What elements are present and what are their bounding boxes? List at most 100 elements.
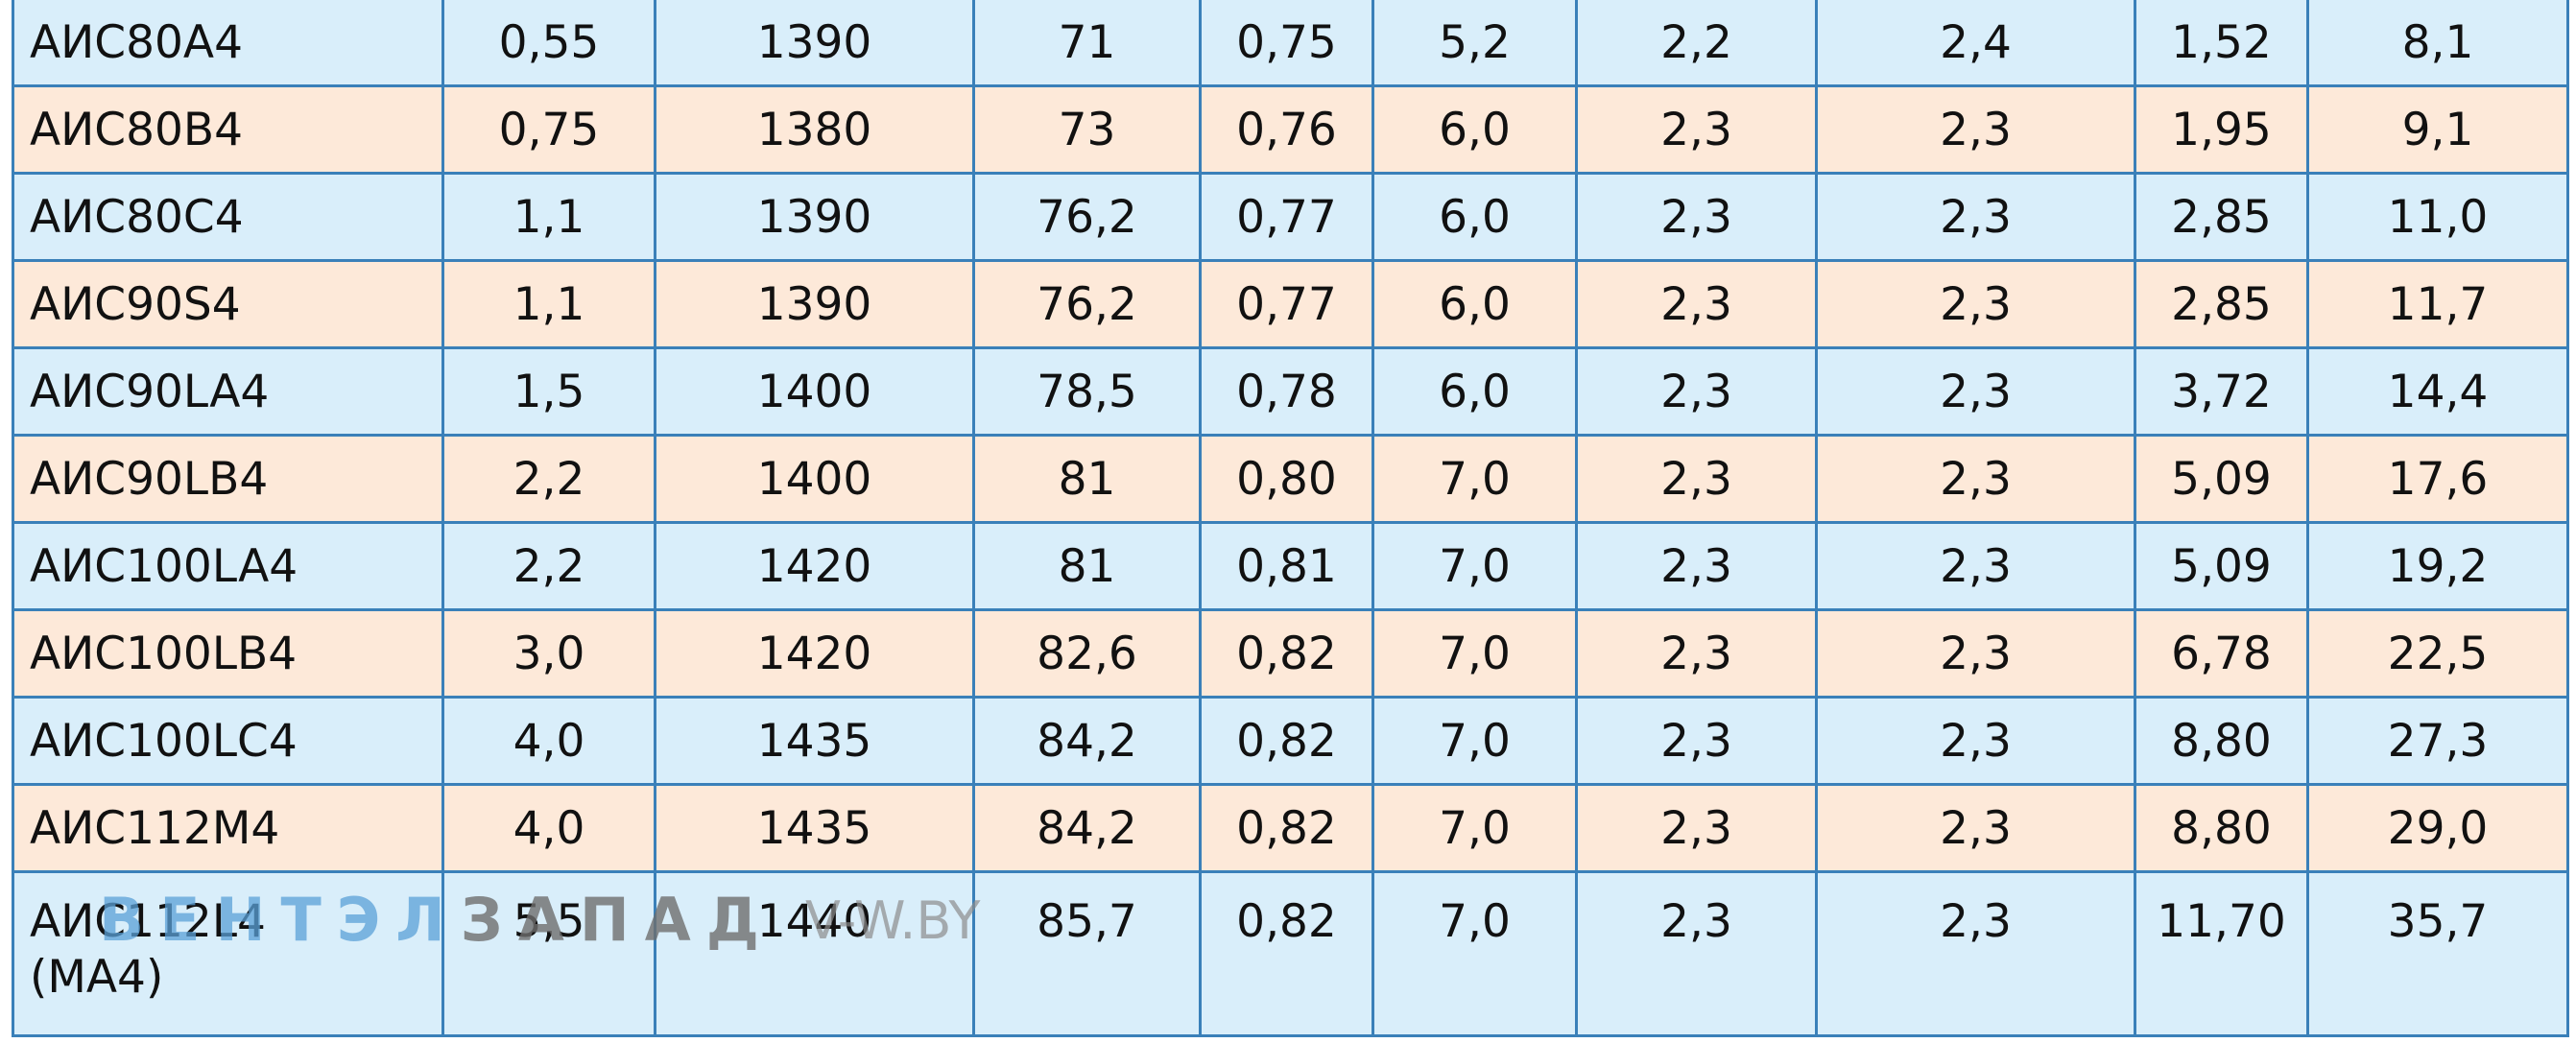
watermark-brand: ЗАПАД bbox=[460, 885, 775, 955]
watermark: ВЕНТЭЛЗАПАД V-W.BY bbox=[99, 885, 981, 955]
table-row: АИС90LA4 1,5 1400 78,5 0,78 6,0 2,3 2,3 3,72 14,4 bbox=[12, 346, 2569, 437]
value-cell: 7,0 bbox=[1371, 783, 1578, 873]
value-cell: 78,5 bbox=[972, 346, 1202, 437]
watermark-site: V-W.BY bbox=[805, 890, 981, 951]
model-cell: АИС90LA4 bbox=[12, 346, 444, 437]
value-cell: 2,3 bbox=[1815, 172, 2136, 262]
model-cell: АИС90S4 bbox=[12, 259, 444, 349]
value-cell: 2,85 bbox=[2134, 259, 2309, 349]
value-cell: 9,1 bbox=[2306, 84, 2569, 175]
table-row: АИС100LB4 3,0 1420 82,6 0,82 7,0 2,3 2,3 6,78 22,… bbox=[12, 608, 2569, 699]
value-cell: 2,3 bbox=[1575, 783, 1818, 873]
value-cell: 19,2 bbox=[2306, 521, 2569, 611]
value-cell: 2,3 bbox=[1815, 434, 2136, 524]
value-cell: 29,0 bbox=[2306, 783, 2569, 873]
value-cell: 0,82 bbox=[1199, 608, 1374, 699]
value-cell: 82,6 bbox=[972, 608, 1202, 699]
value-cell: 17,6 bbox=[2306, 434, 2569, 524]
value-cell: 7,0 bbox=[1371, 608, 1578, 699]
value-cell: 2,3 bbox=[1815, 696, 2136, 786]
value-cell: 8,80 bbox=[2134, 696, 2309, 786]
value-cell: 6,0 bbox=[1371, 84, 1578, 175]
value-cell: 0,75 bbox=[1199, 0, 1374, 87]
value-cell: 0,76 bbox=[1199, 84, 1374, 175]
value-cell: 3,72 bbox=[2134, 346, 2309, 437]
table-row: АИС80А4 0,55 1390 71 0,75 5,2 2,2 2,4 1,52 8,1 bbox=[12, 0, 2569, 87]
value-cell: 1390 bbox=[654, 172, 975, 262]
model-cell: АИС80С4 bbox=[12, 172, 444, 262]
value-cell: 71 bbox=[972, 0, 1202, 87]
value-cell: 5,09 bbox=[2134, 521, 2309, 611]
value-cell: 2,3 bbox=[1815, 346, 2136, 437]
table-row: АИС100LA4 2,2 1420 81 0,81 7,0 2,3 2,3 5,09 19,2 bbox=[12, 521, 2569, 611]
model-cell: АИС100LC4 bbox=[12, 696, 444, 786]
data-table: АИС80А4 0,55 1390 71 0,75 5,2 2,2 2,4 1,52 8,1 АИС… bbox=[12, 0, 2569, 1037]
value-cell: 2,3 bbox=[1575, 696, 1818, 786]
value-cell: 1435 bbox=[654, 783, 975, 873]
model-cell: АИС90LB4 bbox=[12, 434, 444, 524]
value-cell: 6,0 bbox=[1371, 259, 1578, 349]
value-cell: 0,77 bbox=[1199, 172, 1374, 262]
value-cell: 0,82 bbox=[1199, 783, 1374, 873]
value-cell: 5,2 bbox=[1371, 0, 1578, 87]
value-cell: 0,82 bbox=[1199, 696, 1374, 786]
model-cell: АИС100LA4 bbox=[12, 521, 444, 611]
table-row: АИС112М4 4,0 1435 84,2 0,82 7,0 2,3 2,3 8,80 29,0 bbox=[12, 783, 2569, 873]
value-cell: 1420 bbox=[654, 608, 975, 699]
value-cell: 81 bbox=[972, 521, 1202, 611]
value-cell: 0,75 bbox=[441, 84, 656, 175]
value-cell: 2,85 bbox=[2134, 172, 2309, 262]
value-cell: 1440 bbox=[654, 870, 975, 1037]
value-cell: 0,82 bbox=[1199, 870, 1374, 1037]
value-cell: 7,0 bbox=[1371, 870, 1578, 1037]
value-cell: 11,70 bbox=[2134, 870, 2309, 1037]
value-cell: 2,4 bbox=[1815, 0, 2136, 87]
value-cell: 2,3 bbox=[1575, 172, 1818, 262]
value-cell: 2,3 bbox=[1575, 434, 1818, 524]
value-cell: 0,81 bbox=[1199, 521, 1374, 611]
value-cell: 2,3 bbox=[1815, 608, 2136, 699]
value-cell: 27,3 bbox=[2306, 696, 2569, 786]
value-cell: 2,3 bbox=[1575, 870, 1818, 1037]
value-cell: 2,3 bbox=[1815, 870, 2136, 1037]
value-cell: 7,0 bbox=[1371, 521, 1578, 611]
value-cell: 5,5 bbox=[441, 870, 656, 1037]
value-cell: 1,95 bbox=[2134, 84, 2309, 175]
value-cell: 2,3 bbox=[1815, 783, 2136, 873]
value-cell: 6,0 bbox=[1371, 346, 1578, 437]
value-cell: 2,2 bbox=[1575, 0, 1818, 87]
value-cell: 2,3 bbox=[1815, 84, 2136, 175]
model-cell: АИС80А4 bbox=[12, 0, 444, 87]
value-cell: 1435 bbox=[654, 696, 975, 786]
value-cell: 0,78 bbox=[1199, 346, 1374, 437]
value-cell: 0,55 bbox=[441, 0, 656, 87]
value-cell: 0,77 bbox=[1199, 259, 1374, 349]
value-cell: 2,3 bbox=[1575, 259, 1818, 349]
value-cell: 76,2 bbox=[972, 172, 1202, 262]
value-cell: 2,2 bbox=[441, 434, 656, 524]
value-cell: 2,3 bbox=[1575, 346, 1818, 437]
value-cell: 1380 bbox=[654, 84, 975, 175]
model-cell: АИС112М4 bbox=[12, 783, 444, 873]
value-cell: 1,52 bbox=[2134, 0, 2309, 87]
value-cell: 1400 bbox=[654, 434, 975, 524]
value-cell: 1,1 bbox=[441, 259, 656, 349]
value-cell: 2,2 bbox=[441, 521, 656, 611]
value-cell: 76,2 bbox=[972, 259, 1202, 349]
table-row: АИС90S4 1,1 1390 76,2 0,77 6,0 2,3 2,3 2,85 11,7 bbox=[12, 259, 2569, 349]
value-cell: 35,7 bbox=[2306, 870, 2569, 1037]
value-cell: 7,0 bbox=[1371, 434, 1578, 524]
table-row: АИС112L4 (МА4) 5,5 1440 85,7 0,82 7,0 2,3 2,3 11… bbox=[12, 870, 2569, 1037]
value-cell: 0,80 bbox=[1199, 434, 1374, 524]
table-row: АИС100LC4 4,0 1435 84,2 0,82 7,0 2,3 2,3 8,80 27,… bbox=[12, 696, 2569, 786]
value-cell: 2,3 bbox=[1575, 521, 1818, 611]
value-cell: 1420 bbox=[654, 521, 975, 611]
value-cell: 6,0 bbox=[1371, 172, 1578, 262]
model-cell: АИС80В4 bbox=[12, 84, 444, 175]
value-cell: 11,0 bbox=[2306, 172, 2569, 262]
value-cell: 1390 bbox=[654, 259, 975, 349]
model-cell: АИС112L4 (МА4) bbox=[12, 870, 444, 1037]
value-cell: 2,3 bbox=[1575, 608, 1818, 699]
value-cell: 22,5 bbox=[2306, 608, 2569, 699]
